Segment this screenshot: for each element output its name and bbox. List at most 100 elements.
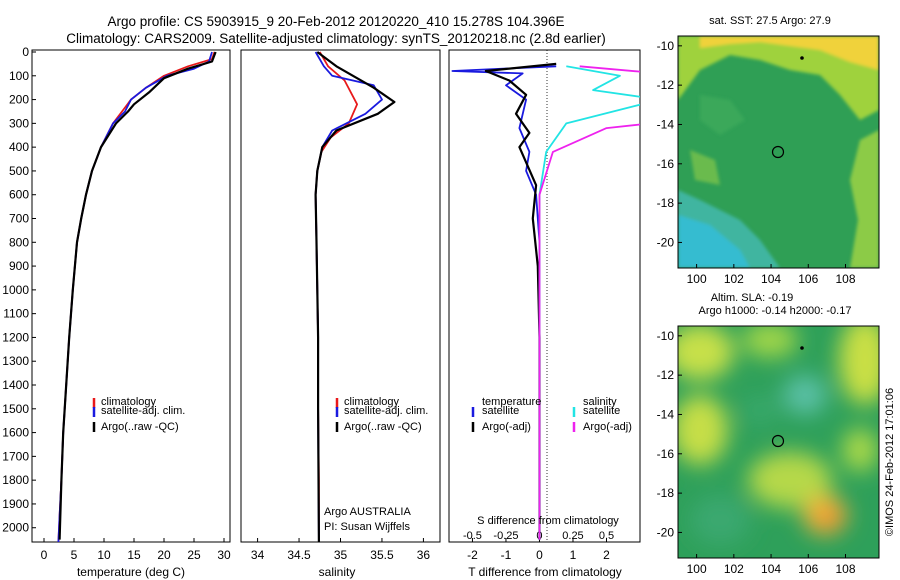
series-line-salinity-argo-adj- <box>538 65 640 540</box>
map-x-tick-label: 108 <box>835 562 855 576</box>
x-tick-label: 0 <box>41 548 48 562</box>
s-tick-label: -0.25 <box>493 530 518 542</box>
map-x-tick-label: 106 <box>798 562 818 576</box>
temperature-lines <box>57 51 217 542</box>
map-y-tick-label: -14 <box>657 117 675 131</box>
temperature-axes-frame <box>31 49 231 543</box>
salinity-axes-frame <box>240 49 441 543</box>
depth-tick-label: 1000 <box>2 283 29 297</box>
sst-map-panel: sat. SST: 27.5 Argo: 27.9 100 102 104 106 10… <box>657 15 880 286</box>
sla-map-title-line1: Altim. SLA: -0.19 <box>711 292 794 304</box>
argo-position-circle <box>771 434 785 448</box>
salinity-xlabel: salinity <box>319 565 356 579</box>
map-x-tick-label: 102 <box>724 272 744 286</box>
s-tick-label: 0.5 <box>599 530 614 542</box>
salinity-legend: climatology satellite-adj. clim. Argo(..… <box>335 396 428 433</box>
series-line-argo-raw-qc- <box>314 51 396 542</box>
x-tick-label: -1 <box>501 548 512 562</box>
difference-panel: -2 -1 0 1 2 -0.5 -0.25 0 0.25 0.5 T difference f… <box>448 49 641 579</box>
depth-tick-label: 1700 <box>2 449 29 463</box>
sla-map-image <box>678 326 879 558</box>
legend-label-sal-argo: Argo(-adj) <box>583 421 632 433</box>
depth-tick-label: 100 <box>9 69 29 83</box>
map-y-tick-label: -20 <box>657 235 675 249</box>
temperature-x-axis: 0 5 10 15 20 25 30 <box>41 538 231 562</box>
x-tick-label: 5 <box>71 548 78 562</box>
series-line-temperature-argo-adj- <box>484 62 557 540</box>
depth-tick-label: 700 <box>9 212 29 226</box>
x-tick-label: 30 <box>217 548 231 562</box>
difference-xlabel-top: S difference from climatology <box>477 515 619 527</box>
map-y-tick-label: -20 <box>657 525 675 539</box>
depth-tick-label: 1300 <box>2 354 29 368</box>
depth-tick-label: 1800 <box>2 473 29 487</box>
depth-tick-label: 1100 <box>3 307 29 321</box>
map-x-tick-label: 106 <box>798 272 818 286</box>
map-y-tick-label: -16 <box>657 447 675 461</box>
map-x-tick-label: 104 <box>761 272 781 286</box>
sla-map-panel: Altim. SLA: -0.19 Argo h1000: -0.14 h200… <box>657 292 880 576</box>
depth-tick-label: 500 <box>9 164 29 178</box>
difference-lines <box>451 62 640 540</box>
legend-label-satellite: satellite-adj. clim. <box>344 405 428 417</box>
salinity-lines <box>314 51 396 542</box>
x-tick-label: 25 <box>187 548 201 562</box>
depth-tick-label: 0 <box>22 45 29 59</box>
difference-axes-frame <box>448 49 641 543</box>
temperature-panel: 0100200300400500600700800900100011001200… <box>2 45 231 579</box>
imos-timestamp: ©IMOS 24-Feb-2012 17:01:06 <box>884 388 896 536</box>
map-y-tick-label: -12 <box>657 368 675 382</box>
depth-tick-label: 200 <box>9 93 29 107</box>
sla-map-x-axis: 100 102 104 106 108 <box>687 554 856 576</box>
x-tick-label: 15 <box>127 548 141 562</box>
sst-map-x-axis: 100 102 104 106 108 <box>687 264 856 286</box>
sla-map-frame <box>677 325 880 559</box>
x-tick-label: -2 <box>467 548 478 562</box>
map-y-tick-label: -10 <box>657 39 675 53</box>
x-tick-label: 34.5 <box>287 548 311 562</box>
sst-map-y-axis: -10 -12 -14 -16 -18 -20 <box>657 39 682 249</box>
map-x-tick-label: 100 <box>687 562 707 576</box>
map-y-tick-label: -18 <box>657 196 675 210</box>
salinity-annotation-line2: PI: Susan Wijffels <box>324 521 410 533</box>
argo-position-dot <box>800 346 804 350</box>
x-tick-label: 1 <box>570 548 577 562</box>
depth-tick-label: 800 <box>9 235 29 249</box>
map-x-tick-label: 104 <box>761 562 781 576</box>
figure-title-line2: Climatology: CARS2009. Satellite-adjuste… <box>66 31 606 46</box>
x-tick-label: 35.5 <box>370 548 394 562</box>
sla-map-title-line2: Argo h1000: -0.14 h2000: -0.17 <box>699 305 852 317</box>
map-y-tick-label: -18 <box>657 486 675 500</box>
map-x-tick-label: 100 <box>687 272 707 286</box>
map-y-tick-label: -16 <box>657 157 675 171</box>
legend-label-argo: Argo(..raw -QC) <box>101 421 179 433</box>
depth-tick-label: 1900 <box>2 497 29 511</box>
x-tick-label: 34 <box>251 548 265 562</box>
depth-tick-label: 1600 <box>2 426 29 440</box>
depth-tick-label: 900 <box>9 259 29 273</box>
legend-label-satellite: satellite-adj. clim. <box>101 405 185 417</box>
depth-tick-label: 2000 <box>2 521 29 535</box>
x-tick-label: 0 <box>536 548 543 562</box>
series-line-argo-raw-qc- <box>58 51 217 540</box>
legend-label-temp-satellite: satellite <box>482 405 519 417</box>
legend-header-salinity: salinity <box>583 396 617 408</box>
s-tick-label: -0.5 <box>463 530 482 542</box>
difference-legend: temperature salinity satellite Argo(-adj… <box>471 396 632 433</box>
legend-label-temp-argo: Argo(-adj) <box>482 421 531 433</box>
depth-tick-label: 1200 <box>2 330 29 344</box>
legend-label-sal-satellite: satellite <box>583 405 620 417</box>
depth-tick-label: 300 <box>9 116 29 130</box>
s-tick-label: 0.25 <box>562 530 583 542</box>
x-tick-label: 2 <box>603 548 610 562</box>
argo-position-circle <box>771 145 785 159</box>
sst-map-image <box>678 36 879 268</box>
x-tick-label: 36 <box>417 548 431 562</box>
map-y-tick-label: -12 <box>657 78 675 92</box>
salinity-annotation-line1: Argo AUSTRALIA <box>324 506 411 518</box>
depth-tick-label: 600 <box>9 188 29 202</box>
legend-label-climatology: climatology <box>344 396 400 408</box>
map-y-tick-label: -10 <box>657 329 675 343</box>
x-tick-label: 35 <box>334 548 348 562</box>
